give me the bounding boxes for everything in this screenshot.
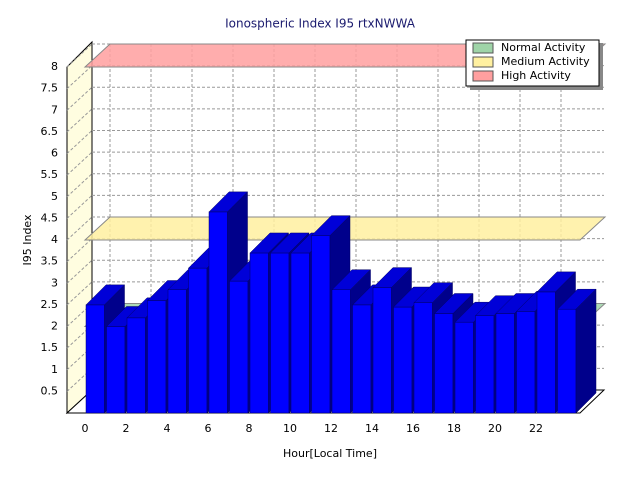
grid-line bbox=[66, 86, 93, 111]
x-tick-label: 14 bbox=[365, 422, 379, 435]
y-tick-label: 6.5 bbox=[41, 125, 59, 138]
grid-line bbox=[66, 151, 93, 176]
x-tick-label: 22 bbox=[529, 422, 543, 435]
y-axis-label: I95 Index bbox=[21, 214, 34, 266]
y-tick-label: 0.5 bbox=[41, 384, 59, 397]
x-axis-label: Hour[Local Time] bbox=[283, 447, 377, 460]
bar-front bbox=[516, 311, 536, 414]
chart-title: Ionospheric Index I95 rtxNWWA bbox=[225, 17, 416, 31]
y-tick-label: 1.5 bbox=[41, 341, 59, 354]
y-tick-label: 6 bbox=[51, 147, 58, 160]
grid-line bbox=[66, 43, 93, 68]
bar-front bbox=[147, 300, 167, 414]
grid-line bbox=[66, 195, 93, 219]
y-tick-label: 1 bbox=[51, 363, 58, 376]
x-tick-label: 16 bbox=[406, 422, 420, 435]
bar-front bbox=[188, 267, 208, 414]
bar-front bbox=[85, 304, 105, 414]
bar-front bbox=[270, 252, 290, 414]
y-tick-label: 4.5 bbox=[41, 211, 59, 224]
y-tick-label: 3 bbox=[51, 276, 58, 289]
bar-front bbox=[208, 211, 228, 414]
bar-front bbox=[311, 235, 331, 414]
legend-swatch bbox=[472, 42, 494, 54]
bar-front bbox=[557, 308, 577, 414]
bar-front bbox=[126, 317, 146, 414]
y-tick-label: 2.5 bbox=[41, 298, 59, 311]
bar-front bbox=[331, 289, 351, 414]
bar-front bbox=[229, 280, 249, 414]
bar-front bbox=[372, 287, 392, 414]
grid-line bbox=[66, 216, 93, 241]
x-tick-label: 2 bbox=[123, 422, 130, 435]
y-tick-label: 5 bbox=[51, 190, 58, 203]
grid-line bbox=[66, 108, 93, 133]
grid-line bbox=[66, 173, 93, 198]
x-tick-label: 8 bbox=[246, 422, 253, 435]
grid-line bbox=[66, 238, 93, 262]
bar-front bbox=[290, 252, 310, 414]
x-tick-label: 0 bbox=[82, 422, 89, 435]
bar-front bbox=[495, 313, 515, 414]
bar-front bbox=[167, 289, 187, 414]
bar-front bbox=[475, 315, 495, 414]
y-tick-label: 8 bbox=[51, 60, 58, 73]
legend-swatch bbox=[472, 56, 494, 68]
bar-front bbox=[249, 252, 269, 414]
x-tick-label: 10 bbox=[283, 422, 297, 435]
grid-line bbox=[66, 346, 93, 371]
y-tick-label: 5.5 bbox=[41, 168, 59, 181]
bar-front bbox=[106, 326, 126, 414]
grid-line bbox=[66, 281, 93, 306]
bar-front bbox=[434, 313, 454, 414]
bar-front bbox=[536, 291, 556, 414]
y-tick-label: 3.5 bbox=[41, 255, 59, 268]
x-tick-label: 12 bbox=[324, 422, 338, 435]
y-tick-label: 2 bbox=[51, 320, 58, 333]
y-tick-label: 7.5 bbox=[41, 82, 59, 95]
bar-side bbox=[575, 288, 597, 414]
grid-line bbox=[66, 324, 93, 349]
bar-front bbox=[454, 321, 474, 414]
bar-front bbox=[393, 306, 413, 414]
grid-line bbox=[66, 259, 93, 284]
bar-front bbox=[413, 302, 433, 414]
grid-line bbox=[66, 368, 93, 392]
y-tick-label: 4 bbox=[51, 233, 58, 246]
legend-label: Normal Activity bbox=[501, 41, 586, 54]
grid-line bbox=[66, 130, 93, 154]
x-tick-label: 6 bbox=[205, 422, 212, 435]
grid-line bbox=[66, 65, 93, 89]
x-tick-label: 20 bbox=[488, 422, 502, 435]
bar-front bbox=[352, 304, 372, 414]
legend-swatch bbox=[472, 70, 494, 82]
legend-label: High Activity bbox=[501, 69, 571, 82]
legend-label: Medium Activity bbox=[501, 55, 590, 68]
y-tick-label: 7 bbox=[51, 103, 58, 116]
x-tick-label: 4 bbox=[164, 422, 171, 435]
grid-line bbox=[66, 303, 93, 327]
x-tick-label: 18 bbox=[447, 422, 461, 435]
